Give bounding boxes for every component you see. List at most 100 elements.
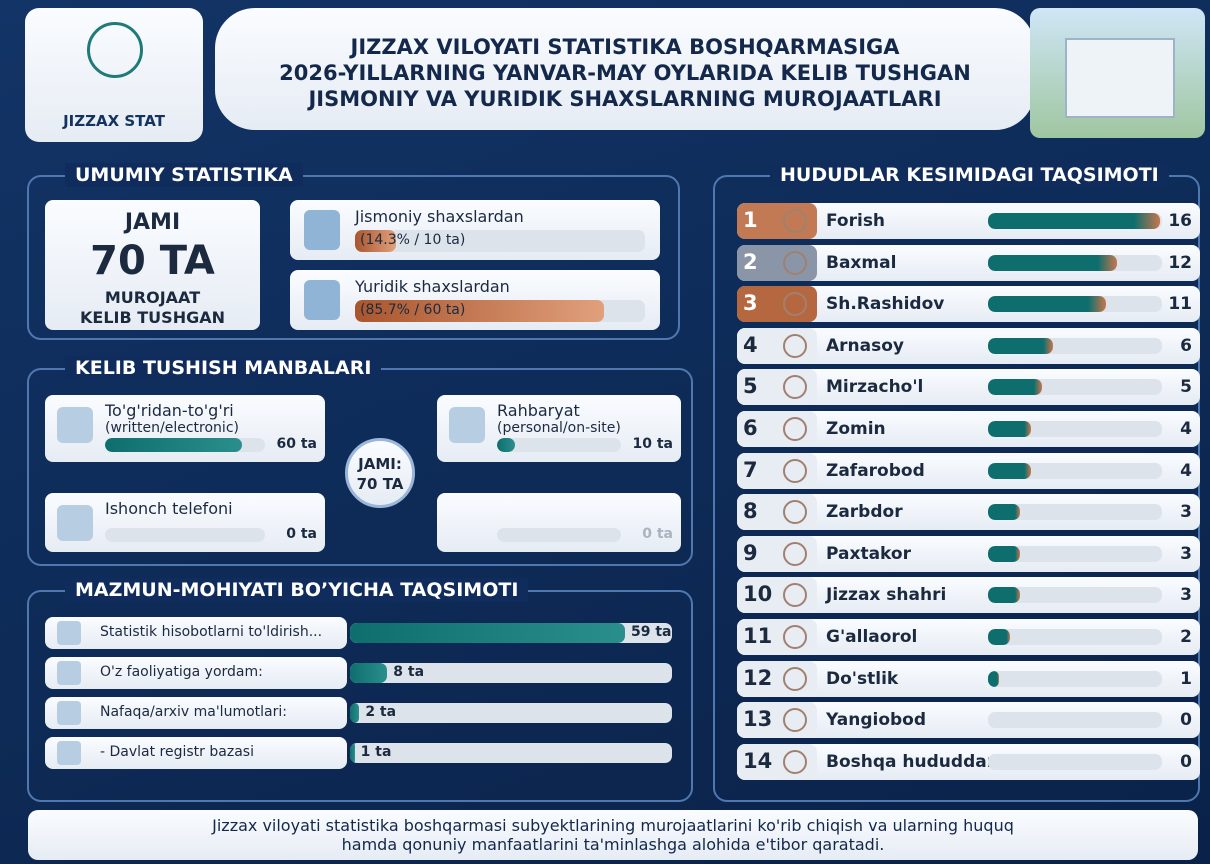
content-name: - Davlat registr bazasi <box>100 744 254 760</box>
bar <box>350 743 355 763</box>
region-row: 11 G'allaorol 2 <box>737 619 1200 655</box>
bar <box>497 438 515 452</box>
bar-track <box>988 629 1162 645</box>
bar <box>988 587 1021 604</box>
source-name: Rahbaryat <box>497 401 580 420</box>
section-title: MAZMUN-MOHIYATI BO’YICHA TAQSIMOTI <box>65 578 529 602</box>
region-value: 4 <box>1180 460 1192 481</box>
region-name: Boshqa hududdan <box>826 751 999 772</box>
region-value: 4 <box>1180 419 1192 439</box>
bar-track <box>988 213 1162 229</box>
bar-track <box>350 703 672 723</box>
total-bottom: KELIB TUSHGAN <box>80 308 225 327</box>
content-name: Nafaqa/arxiv ma'lumotlari: <box>100 704 287 720</box>
logo-text: JIZZAX STAT <box>63 112 165 130</box>
bar-track <box>355 300 645 322</box>
region-row: 13 Yangiobod 0 <box>737 702 1200 739</box>
region-name: Zarbdor <box>826 502 903 523</box>
bar <box>988 462 1031 479</box>
rank: 12 <box>743 665 773 690</box>
bar-track <box>350 623 672 643</box>
bar-track <box>105 528 265 542</box>
rank-box: 14 <box>737 743 817 780</box>
region-value: 1 <box>1180 668 1192 689</box>
rank: 2 <box>743 249 758 274</box>
region-icon <box>783 625 807 649</box>
content-icon <box>57 621 81 645</box>
value-label: 60 ta <box>276 436 318 452</box>
region-row: 14 Boshqa hududdan 0 <box>737 743 1200 780</box>
logo-icon <box>87 22 143 78</box>
rank: 14 <box>743 748 773 773</box>
content-name: O'z faoliyatiga yordam: <box>100 664 263 680</box>
section-title: KELIB TUSHISH MANBALARI <box>65 356 382 380</box>
bar <box>988 296 1107 313</box>
source-card: 0 ta <box>437 493 681 552</box>
region-name: Mirzacho'l <box>826 377 924 398</box>
content-label-card: Statistik hisobotlarni to'ldirish... <box>45 617 347 649</box>
rank-box: 2 <box>737 244 817 281</box>
source-name: To'g'ridan-to'g'ri <box>105 401 234 420</box>
rank-box: 1 <box>737 203 817 239</box>
region-icon <box>783 500 807 525</box>
bar <box>350 663 388 683</box>
rank: 5 <box>743 374 758 399</box>
content-name: Statistik hisobotlarni to'ldirish... <box>100 624 323 640</box>
rank-box: 12 <box>737 660 817 697</box>
rank-box: 13 <box>737 702 817 739</box>
item-name: Jismoniy shaxslardan <box>355 207 524 226</box>
bar-track <box>350 663 672 683</box>
item-name: Yuridik shaxslardan <box>355 277 510 296</box>
bar-track <box>355 230 645 252</box>
bar-track <box>497 438 621 452</box>
bar-track <box>988 379 1162 396</box>
rank-box: 9 <box>737 535 817 572</box>
rank: 13 <box>743 707 773 732</box>
region-icon <box>783 292 807 317</box>
title-banner: JIZZAX VILOYATI STATISTIKA BOSHQARMASIGA… <box>215 8 1035 130</box>
person-icon <box>304 280 340 320</box>
region-name: Paxtakor <box>826 543 911 564</box>
region-name: Jizzax shahri <box>826 585 947 606</box>
region-row: 9 Paxtakor 3 <box>737 535 1200 572</box>
total-top: JAMI <box>124 210 181 235</box>
region-row: 6 Zomin 4 <box>737 411 1200 447</box>
region-row: 3 Sh.Rashidov 11 <box>737 286 1200 323</box>
region-row: 7 Zafarobod 4 <box>737 452 1200 489</box>
region-value: 2 <box>1180 627 1192 647</box>
value-label: 1 ta <box>360 744 392 760</box>
region-value: 3 <box>1180 585 1192 606</box>
bar <box>988 213 1160 229</box>
center-circle: JAMI: 70 TA <box>345 438 415 508</box>
region-name: Yangiobod <box>826 710 927 731</box>
bar-track <box>350 743 672 763</box>
region-name: Sh.Rashidov <box>826 294 945 315</box>
bar-track <box>988 587 1162 604</box>
region-row: 8 Zarbdor 3 <box>737 494 1200 531</box>
bar <box>350 703 360 723</box>
source-sub: (written/electronic) <box>105 420 239 436</box>
region-icon <box>783 666 807 691</box>
title-box: JIZZAX VILOYATI STATISTIKA BOSHQARMASIGA… <box>215 34 1035 112</box>
value-label: (85.7% / 60 ta) <box>360 302 466 318</box>
region-value: 12 <box>1168 252 1192 273</box>
bar <box>988 254 1117 271</box>
title-line: 2026-YILLARNING YANVAR-MAY OYLARIDA KELI… <box>279 61 971 85</box>
bar-track <box>988 296 1162 313</box>
bar-track <box>988 670 1162 687</box>
region-value: 11 <box>1168 294 1192 315</box>
general-panel <box>27 175 680 340</box>
region-row: 12 Do'stlik 1 <box>737 660 1200 697</box>
region-name: Do'stlik <box>826 668 899 689</box>
rank: 8 <box>743 499 758 524</box>
region-icon <box>783 458 807 483</box>
total-card: JAMI 70 TA MUROJAAT KELIB TUSHGAN <box>45 200 260 330</box>
bar-track <box>988 254 1162 271</box>
region-name: Zafarobod <box>826 460 925 481</box>
bar <box>988 421 1031 437</box>
rank-box: 7 <box>737 452 817 489</box>
region-icon <box>783 209 807 233</box>
region-name: Arnasoy <box>826 335 904 356</box>
footer: Jizzax viloyati statistika boshqarmasi s… <box>28 810 1198 860</box>
